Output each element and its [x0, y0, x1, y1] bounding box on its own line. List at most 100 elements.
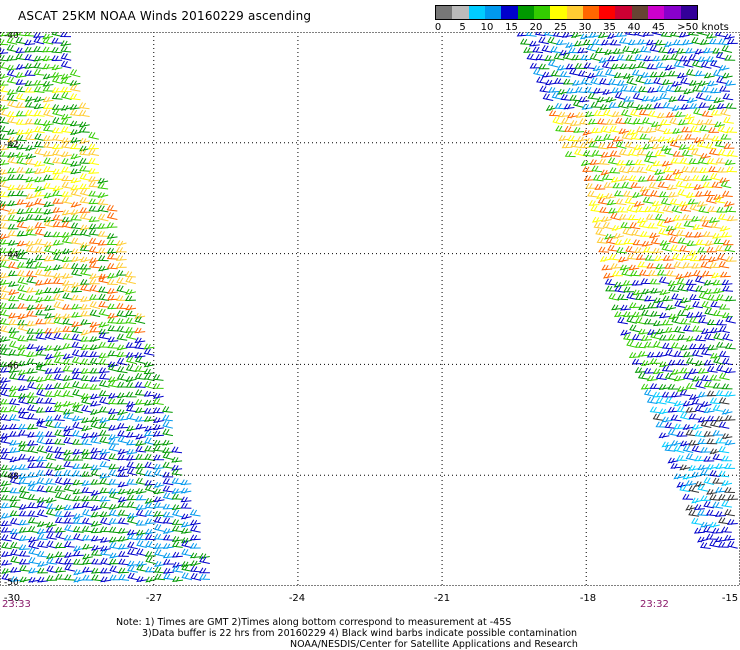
wind-barb: [667, 228, 678, 237]
wind-barb: [18, 396, 29, 405]
wind-barb: [153, 516, 165, 524]
wind-barb: [689, 203, 701, 212]
wind-barb: [18, 444, 30, 452]
wind-barb: [81, 525, 93, 533]
wind-barb: [126, 454, 138, 461]
wind-barb: [61, 196, 73, 205]
wind-barb: [598, 246, 610, 253]
wind-barb: [70, 160, 82, 167]
wind-barb: [706, 246, 718, 253]
wind-barb: [107, 303, 119, 310]
wind-barb: [705, 195, 717, 204]
wind-barb: [71, 268, 82, 277]
wind-barb: [672, 127, 684, 134]
wind-barb: [18, 544, 30, 551]
wind-barb: [69, 109, 81, 117]
wind-barb: [596, 237, 608, 244]
wind-barb: [45, 532, 57, 540]
wind-barb: [649, 278, 661, 285]
wind-barb: [0, 318, 11, 326]
wind-barb: [676, 47, 688, 54]
wind-barb: [613, 311, 625, 318]
wind-barb: [153, 501, 165, 508]
legend-swatch: [582, 6, 600, 19]
wind-barb: [33, 79, 45, 86]
wind-barb: [52, 264, 64, 271]
wind-barb: [63, 558, 75, 565]
wind-barb: [688, 464, 700, 471]
wind-barb: [25, 240, 37, 247]
wind-barb: [623, 190, 634, 198]
wind-barb: [99, 511, 111, 518]
wind-barb: [72, 517, 84, 525]
wind-barb: [51, 104, 63, 111]
wind-barb: [629, 222, 641, 230]
wind-barb: [78, 126, 90, 133]
wind-barb: [667, 334, 679, 341]
wind-barb: [0, 85, 9, 93]
wind-barb: [90, 567, 102, 574]
wind-barb: [704, 118, 716, 125]
wind-barb: [595, 228, 606, 237]
wind-barb: [703, 381, 715, 388]
wind-barb: [16, 173, 28, 181]
wind-barb: [710, 272, 722, 279]
wind-barb: [660, 145, 672, 152]
wind-barb: [97, 239, 109, 246]
wind-barb: [629, 270, 641, 277]
wind-barb: [107, 392, 119, 399]
wind-barb: [712, 453, 724, 461]
wind-barb: [61, 262, 73, 270]
wind-barb: [710, 87, 722, 94]
wind-barb: [126, 478, 138, 485]
wind-barb: [33, 55, 45, 62]
wind-barb: [636, 217, 648, 224]
wind-barb: [724, 486, 736, 493]
wind-barb: [8, 327, 20, 334]
wind-barb: [97, 230, 109, 237]
wind-barb: [573, 126, 585, 133]
wind-barb: [45, 508, 57, 517]
wind-barb: [80, 368, 92, 375]
wind-barb: [724, 80, 736, 87]
wind-barb: [80, 335, 92, 342]
wind-barb: [661, 441, 673, 448]
wind-barb: [593, 109, 605, 117]
wind-barb: [653, 206, 665, 214]
wind-barb: [682, 351, 694, 358]
wind-barb: [576, 136, 588, 143]
latitude-labels: -40-42-44-46-48-50: [4, 32, 19, 586]
wind-barb: [116, 398, 128, 405]
wind-barb: [100, 548, 111, 556]
wind-barb: [688, 368, 700, 375]
wind-barb: [609, 150, 621, 157]
wind-barb: [679, 389, 691, 397]
wind-barb: [34, 168, 46, 175]
wind-barb: [27, 502, 39, 509]
wind-barb: [91, 558, 102, 565]
wind-barb: [9, 414, 20, 421]
wind-barb: [117, 496, 129, 503]
wind-barb: [592, 65, 604, 72]
wind-barb: [117, 435, 129, 444]
wind-barb: [661, 54, 673, 61]
legend-label: >50 knots: [677, 22, 729, 33]
wind-barb: [617, 293, 629, 301]
wind-barb: [54, 476, 66, 486]
wind-barb: [699, 39, 711, 46]
wind-barb: [108, 503, 120, 510]
wind-barb: [100, 557, 111, 566]
wind-barb: [99, 536, 111, 543]
wind-barb: [591, 127, 603, 134]
wind-barb: [673, 172, 685, 181]
wind-barb: [125, 364, 137, 372]
wind-barb: [550, 46, 562, 54]
wind-barb: [653, 255, 665, 262]
wind-barb: [712, 47, 724, 54]
wind-barb: [706, 80, 718, 87]
wind-barb: [43, 270, 55, 277]
wind-barb: [658, 276, 670, 284]
wind-barb: [78, 102, 90, 110]
wind-barb: [641, 189, 652, 197]
wind-barb: [36, 501, 48, 509]
